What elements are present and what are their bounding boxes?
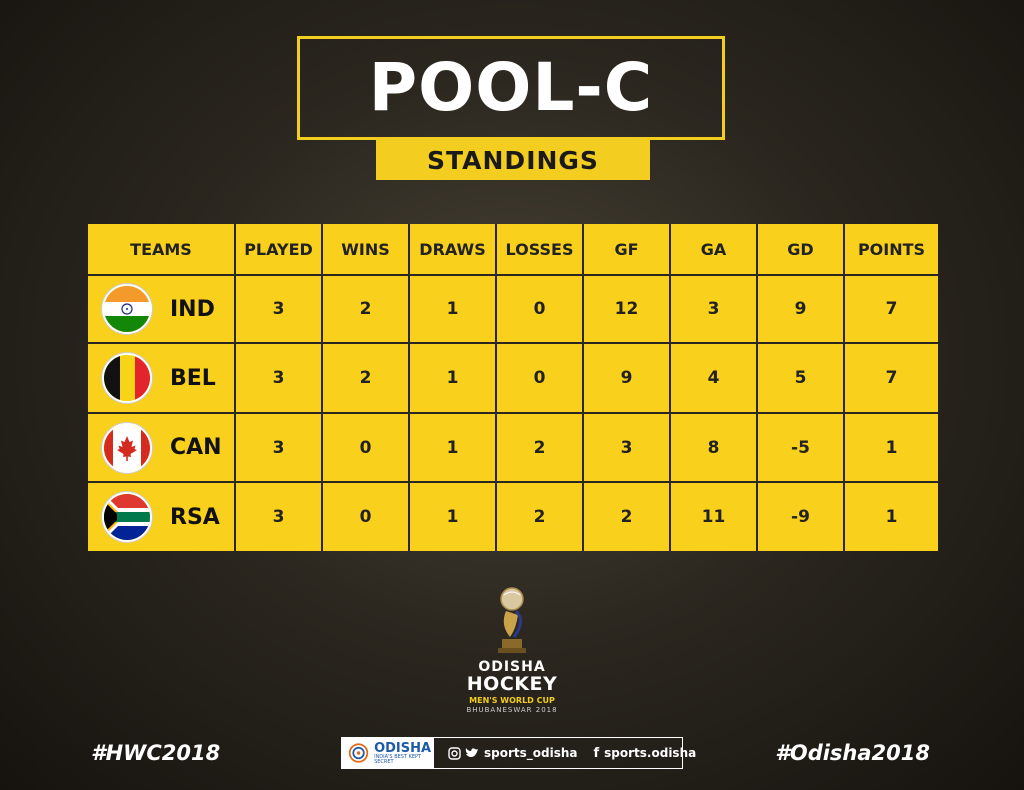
points-cell: 1	[845, 414, 938, 481]
trophy-icon	[498, 587, 526, 653]
points-cell: 1	[845, 483, 938, 551]
logo-line-venue: BHUBANESWAR 2018	[466, 706, 558, 714]
col-header-gd: GD	[758, 224, 843, 274]
ga-cell: 4	[671, 344, 756, 412]
hashtag-right: #Odisha2018	[775, 741, 930, 765]
team-name: RSA	[170, 504, 220, 530]
team-cell: BEL	[88, 344, 234, 412]
page-title: POOL-C	[368, 49, 654, 126]
hashtag-left: #HWC2018	[91, 741, 221, 765]
team-name: BEL	[170, 365, 216, 391]
gd-cell: -5	[758, 414, 843, 481]
team-name: CAN	[170, 435, 222, 460]
social-handle-1[interactable]: sports_odisha	[448, 746, 578, 760]
losses-cell: 0	[497, 344, 582, 412]
brand-name: ODISHA	[374, 740, 432, 756]
odisha-brand: ODISHA INDIA'S BEST KEPT SECRET	[342, 738, 434, 768]
table-header-row: TEAMS PLAYED WINS DRAWS LOSSES GF GA GD …	[88, 224, 938, 274]
brand-tagline: INDIA'S BEST KEPT SECRET	[374, 753, 422, 765]
draws-cell: 1	[410, 414, 495, 481]
played-cell: 3	[236, 276, 321, 342]
social-handle-text-2: sports.odisha	[604, 746, 697, 760]
gf-cell: 2	[584, 483, 669, 551]
logo-line-hockey: HOCKEY	[466, 673, 558, 695]
standings-table: TEAMS PLAYED WINS DRAWS LOSSES GF GA GD …	[88, 224, 938, 551]
table-row: CAN 3 0 1 2 3 8 -5 1	[88, 414, 938, 481]
col-header-points: POINTS	[845, 224, 938, 274]
col-header-wins: WINS	[323, 224, 408, 274]
points-cell: 7	[845, 344, 938, 412]
losses-cell: 0	[497, 276, 582, 342]
gf-cell: 9	[584, 344, 669, 412]
ga-cell: 11	[671, 483, 756, 551]
title-frame: POOL-C	[297, 36, 725, 140]
col-header-gf: GF	[584, 224, 669, 274]
losses-cell: 2	[497, 483, 582, 551]
team-cell: IND	[88, 276, 234, 342]
social-handle-2[interactable]: f sports.odisha	[594, 746, 697, 761]
logo-line-odisha: ODISHA	[478, 659, 546, 675]
india-flag-icon	[102, 284, 152, 334]
team-cell: RSA	[88, 483, 234, 551]
played-cell: 3	[236, 483, 321, 551]
points-cell: 7	[845, 276, 938, 342]
played-cell: 3	[236, 344, 321, 412]
table-row: IND 3 2 1 0 12 3 9 7	[88, 276, 938, 342]
wins-cell: 0	[323, 483, 408, 551]
col-header-played: PLAYED	[236, 224, 321, 274]
social-footer: ODISHA INDIA'S BEST KEPT SECRET sports_o…	[341, 737, 696, 769]
facebook-icon: f	[593, 745, 600, 761]
instagram-icon	[448, 746, 461, 760]
played-cell: 3	[236, 414, 321, 481]
col-header-losses: LOSSES	[497, 224, 582, 274]
twitter-icon	[465, 748, 478, 757]
team-name: IND	[170, 296, 215, 322]
social-handle-text-1: sports_odisha	[483, 746, 578, 760]
col-header-ga: GA	[671, 224, 756, 274]
losses-cell: 2	[497, 414, 582, 481]
wins-cell: 2	[323, 276, 408, 342]
subtitle-banner: STANDINGS	[376, 140, 650, 180]
col-header-draws: DRAWS	[410, 224, 495, 274]
logo-line-world-cup: MEN'S WORLD CUP	[469, 696, 555, 705]
team-cell: CAN	[88, 414, 234, 481]
wins-cell: 2	[323, 344, 408, 412]
ga-cell: 3	[671, 276, 756, 342]
gf-cell: 3	[584, 414, 669, 481]
gd-cell: 5	[758, 344, 843, 412]
belgium-flag-icon	[102, 353, 152, 403]
col-header-teams: TEAMS	[88, 224, 234, 274]
odisha-logo-icon	[348, 743, 369, 763]
canada-flag-icon	[102, 422, 152, 473]
gd-cell: -9	[758, 483, 843, 551]
gd-cell: 9	[758, 276, 843, 342]
gf-cell: 12	[584, 276, 669, 342]
tournament-logo: ODISHA HOCKEY MEN'S WORLD CUP BHUBANESWA…	[460, 585, 564, 720]
table-row: RSA 3 0 1 2 2 11 -9 1	[88, 483, 938, 551]
draws-cell: 1	[410, 483, 495, 551]
wins-cell: 0	[323, 414, 408, 481]
draws-cell: 1	[410, 276, 495, 342]
draws-cell: 1	[410, 344, 495, 412]
table-row: BEL 3 2 1 0 9 4 5 7	[88, 344, 938, 412]
page-subtitle: STANDINGS	[427, 145, 599, 175]
ga-cell: 8	[671, 414, 756, 481]
south-africa-flag-icon	[102, 492, 152, 542]
